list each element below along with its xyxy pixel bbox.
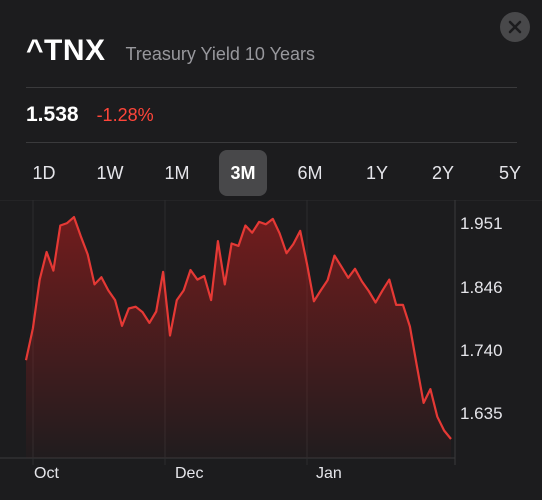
- tab-1m[interactable]: 1M: [164, 162, 190, 183]
- y-tick-label: 1.951: [460, 214, 503, 233]
- tab-1w[interactable]: 1W: [96, 162, 124, 183]
- x-tick-label: Jan: [316, 465, 342, 482]
- header-divider: [26, 87, 517, 88]
- tab-3m[interactable]: 3M: [219, 150, 267, 196]
- security-name: Treasury Yield 10 Years: [125, 44, 315, 64]
- y-tick-label: 1.846: [460, 278, 503, 297]
- quote-row: 1.538 -1.28%: [26, 103, 154, 127]
- y-tick-label: 1.740: [460, 341, 503, 360]
- tab-2y[interactable]: 2Y: [431, 162, 455, 183]
- range-tabs: 1D 1W 1M 3M 6M 1Y 2Y 5Y: [0, 150, 542, 196]
- chart-area-fill: [26, 217, 451, 458]
- header: ^TNX Treasury Yield 10 Years: [26, 34, 315, 68]
- tab-6m[interactable]: 6M: [297, 162, 323, 183]
- price-change: -1.28%: [96, 105, 154, 125]
- x-tick-label: Oct: [34, 465, 59, 482]
- tab-5y[interactable]: 5Y: [498, 162, 522, 183]
- close-icon: [508, 20, 522, 34]
- tab-1d[interactable]: 1D: [32, 162, 56, 183]
- tab-1y[interactable]: 1Y: [365, 162, 389, 183]
- y-tick-label: 1.635: [460, 404, 503, 423]
- ticker-symbol: ^TNX: [26, 34, 106, 67]
- price-chart[interactable]: 1.951 1.846 1.740 1.635 Oct Dec Jan: [0, 200, 542, 500]
- chart-line: [24, 216, 452, 440]
- close-button[interactable]: [500, 12, 530, 42]
- x-tick-label: Dec: [175, 465, 203, 482]
- quote-divider: [26, 142, 517, 143]
- current-price: 1.538: [26, 103, 79, 126]
